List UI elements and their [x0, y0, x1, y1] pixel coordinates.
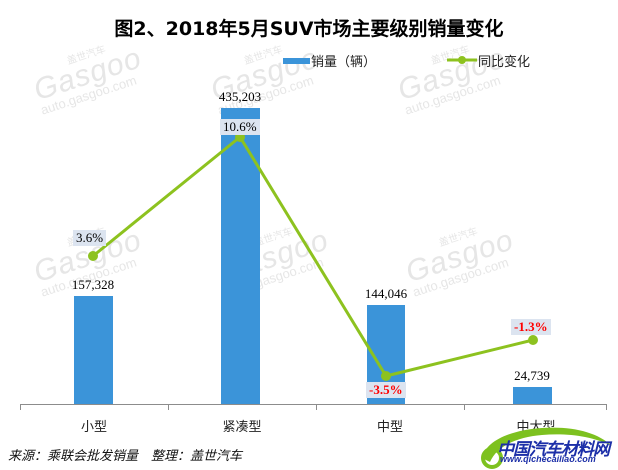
legend-line-label: 同比变化	[478, 55, 531, 70]
bar-value-label: 157,328	[71, 277, 115, 292]
pct-label: -3.5%	[366, 382, 406, 398]
bar-small	[74, 296, 113, 404]
bar-large	[513, 387, 552, 404]
category-label: 小型	[80, 420, 107, 435]
bar-value-label: 435,203	[218, 89, 262, 104]
logo-text: 中国汽车材料网	[497, 440, 610, 460]
legend-bar-label: 销量（辆）	[311, 55, 377, 70]
legend-bar-swatch	[283, 58, 310, 64]
pct-label: 3.6%	[73, 230, 107, 246]
bar-value-label: 24,739	[514, 368, 550, 383]
bar-value-label: 144,046	[364, 286, 408, 301]
pct-label: -1.3%	[511, 319, 551, 335]
legend-line-swatch	[447, 56, 477, 64]
source-note: 来源：乘联会批发销量 整理：盖世汽车	[8, 449, 243, 464]
category-label: 紧凑型	[222, 420, 262, 435]
logo-url: www.qichecailiao.com	[500, 454, 596, 464]
category-label: 中型	[376, 420, 403, 435]
logo-swoosh-icon	[481, 427, 612, 469]
chart-title: 图2、2018年5月SUV市场主要级别销量变化	[114, 18, 504, 40]
pct-label: 10.6%	[220, 119, 260, 135]
